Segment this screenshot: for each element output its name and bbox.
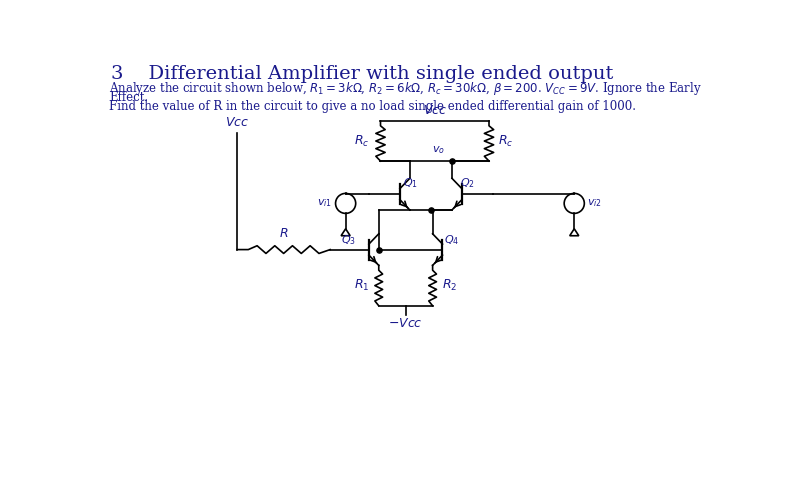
Text: $Q_3$: $Q_3$ xyxy=(341,233,356,247)
Text: $R_c$: $R_c$ xyxy=(498,134,513,148)
Text: Find the value of R in the circuit to give a no load single ended differential g: Find the value of R in the circuit to gi… xyxy=(109,100,636,113)
Text: $Q_4$: $Q_4$ xyxy=(444,233,459,247)
Text: $Vcc$: $Vcc$ xyxy=(225,116,249,129)
Text: $v_o$: $v_o$ xyxy=(431,145,444,156)
Text: $Q_2$: $Q_2$ xyxy=(460,177,474,190)
Text: 3    Differential Amplifier with single ended output: 3 Differential Amplifier with single end… xyxy=(110,65,612,83)
Text: $Q_1$: $Q_1$ xyxy=(402,177,418,190)
Text: $R_c$: $R_c$ xyxy=(354,134,369,148)
Text: $R_2$: $R_2$ xyxy=(441,278,457,293)
Text: $R$: $R$ xyxy=(278,227,288,241)
Text: $R_1$: $R_1$ xyxy=(354,278,369,293)
Text: $Vcc$: $Vcc$ xyxy=(423,104,446,117)
Text: $v_{i1}$: $v_{i1}$ xyxy=(317,198,332,209)
Text: Effect.: Effect. xyxy=(109,91,148,104)
Text: $-Vcc$: $-Vcc$ xyxy=(388,317,423,330)
Text: $v_{i2}$: $v_{i2}$ xyxy=(586,198,602,209)
Text: Analyze the circuit shown below, $R_1 = 3k\Omega$, $R_2 = 6k\Omega$, $R_c = 30k\: Analyze the circuit shown below, $R_1 = … xyxy=(109,80,702,97)
